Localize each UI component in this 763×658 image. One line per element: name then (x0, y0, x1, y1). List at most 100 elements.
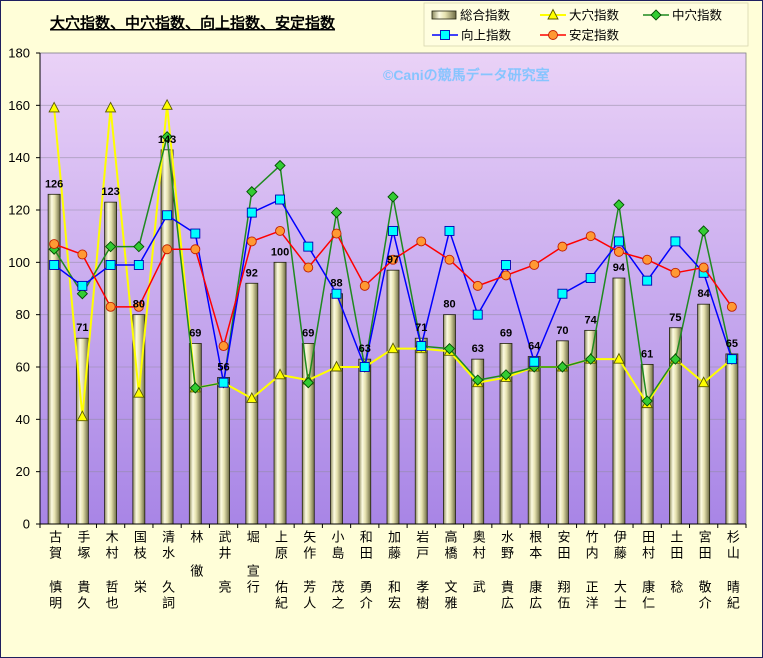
total-index-bar (217, 377, 230, 525)
axes (36, 52, 747, 528)
series-4-marker (501, 270, 511, 281)
series-1-marker (330, 360, 343, 372)
series-4-marker (613, 246, 624, 257)
y-axis-tick-label: 160 (8, 98, 30, 113)
total-index-bar (330, 293, 343, 525)
series-3-marker (585, 273, 596, 283)
bar-data-label: 80 (443, 299, 455, 311)
total-index-bar (697, 303, 711, 525)
series-4-marker (529, 260, 540, 270)
bars (47, 149, 739, 525)
total-index-bar (301, 343, 315, 525)
series-4-marker (359, 280, 370, 291)
bar-data-label: 94 (613, 262, 626, 274)
series-1-marker (48, 101, 60, 113)
series-4-marker (472, 280, 483, 291)
series-2-marker (387, 191, 399, 203)
bar-data-label: 61 (641, 348, 653, 360)
series-4-marker (416, 236, 427, 247)
bar-data-label: 63 (472, 343, 484, 355)
series-2-marker (133, 240, 145, 253)
bar-data-label: 64 (528, 341, 541, 353)
legend-box (423, 2, 749, 47)
series-3-marker (218, 377, 229, 388)
total-index-bar (188, 343, 202, 525)
chart-title: 大穴指数、中穴指数、向上指数、安定指数 (50, 14, 336, 32)
series-4-marker (726, 301, 737, 312)
series-4-marker (133, 301, 144, 312)
y-axis-tick-label: 60 (16, 360, 30, 375)
series-3-marker (613, 236, 624, 247)
series-2-marker (274, 159, 286, 172)
series-2-marker (500, 369, 512, 381)
legend-label: 大穴指数 (569, 8, 620, 23)
bar-data-label: 80 (133, 299, 145, 311)
y-axis-tick-label: 0 (23, 517, 30, 532)
series-3-marker (303, 241, 314, 252)
legend-label: 総合指数 (460, 8, 511, 23)
series-4-marker (275, 225, 285, 236)
series-3-marker (472, 309, 483, 320)
total-index-bar (386, 269, 400, 525)
series-3-marker (246, 207, 257, 218)
bar-data-label: 70 (556, 325, 568, 337)
series-1-marker (246, 391, 258, 403)
series-3-marker (359, 362, 370, 372)
legend-label: 安定指数 (569, 28, 620, 43)
series-4-marker (49, 239, 60, 249)
series-3-marker (642, 275, 653, 286)
series-1-marker (387, 342, 399, 354)
bar-data-label: 88 (330, 278, 342, 290)
legend-swatch-marker (650, 9, 662, 21)
series-4-marker (105, 301, 116, 312)
series-3-marker (331, 288, 342, 299)
series-4-marker (388, 254, 398, 265)
legend-label: 中穴指数 (672, 8, 723, 23)
series-3-marker (77, 280, 88, 291)
y-axis-tick-label: 120 (8, 203, 30, 218)
series-3-marker (670, 236, 681, 247)
series-1-marker (613, 352, 625, 364)
series-2-marker (246, 186, 258, 198)
series-4-marker (331, 228, 342, 239)
y-axis-tick-labels: 0 20 40 60 80 100 120 140 160 180 (8, 46, 30, 532)
series-4-marker (218, 341, 229, 352)
bar-data-label: 71 (415, 322, 427, 334)
legend-swatch-bar (431, 10, 457, 20)
series-4-marker (303, 262, 314, 273)
series-3-marker (416, 341, 427, 352)
series-2-marker (443, 343, 456, 355)
series-1-marker (76, 410, 89, 422)
total-index-bar (273, 261, 287, 525)
bar-data-label: 100 (271, 246, 289, 258)
series-3-marker (726, 354, 737, 365)
series-4-marker (698, 262, 709, 273)
series-4-marker (246, 236, 257, 247)
legend-swatch-marker (547, 8, 559, 20)
bar-data-label: 71 (76, 322, 88, 334)
series-4-marker (642, 254, 653, 265)
total-index-bar (527, 356, 541, 525)
y-axis-tick-label: 180 (8, 46, 30, 61)
bar-data-label: 123 (101, 186, 119, 198)
series-2-marker (669, 353, 682, 365)
series-2-marker (698, 225, 710, 237)
legend-swatch-marker (548, 30, 558, 40)
series-3-marker (557, 288, 568, 299)
bar-data-label: 92 (246, 267, 258, 279)
series-lines (48, 98, 738, 422)
legend-label: 向上指数 (461, 28, 512, 43)
y-axis-tick-label: 140 (8, 150, 30, 165)
series-2-marker (330, 206, 343, 219)
total-index-bar (640, 363, 654, 525)
series-4-marker (557, 241, 568, 252)
series-3-marker (388, 225, 398, 236)
series-4-marker (162, 244, 173, 255)
y-axis-tick-label: 80 (16, 307, 30, 322)
bar-data-label: 143 (158, 134, 176, 146)
total-index-bar (160, 149, 174, 525)
series-3-marker (190, 228, 201, 239)
series-1-marker (104, 101, 117, 113)
